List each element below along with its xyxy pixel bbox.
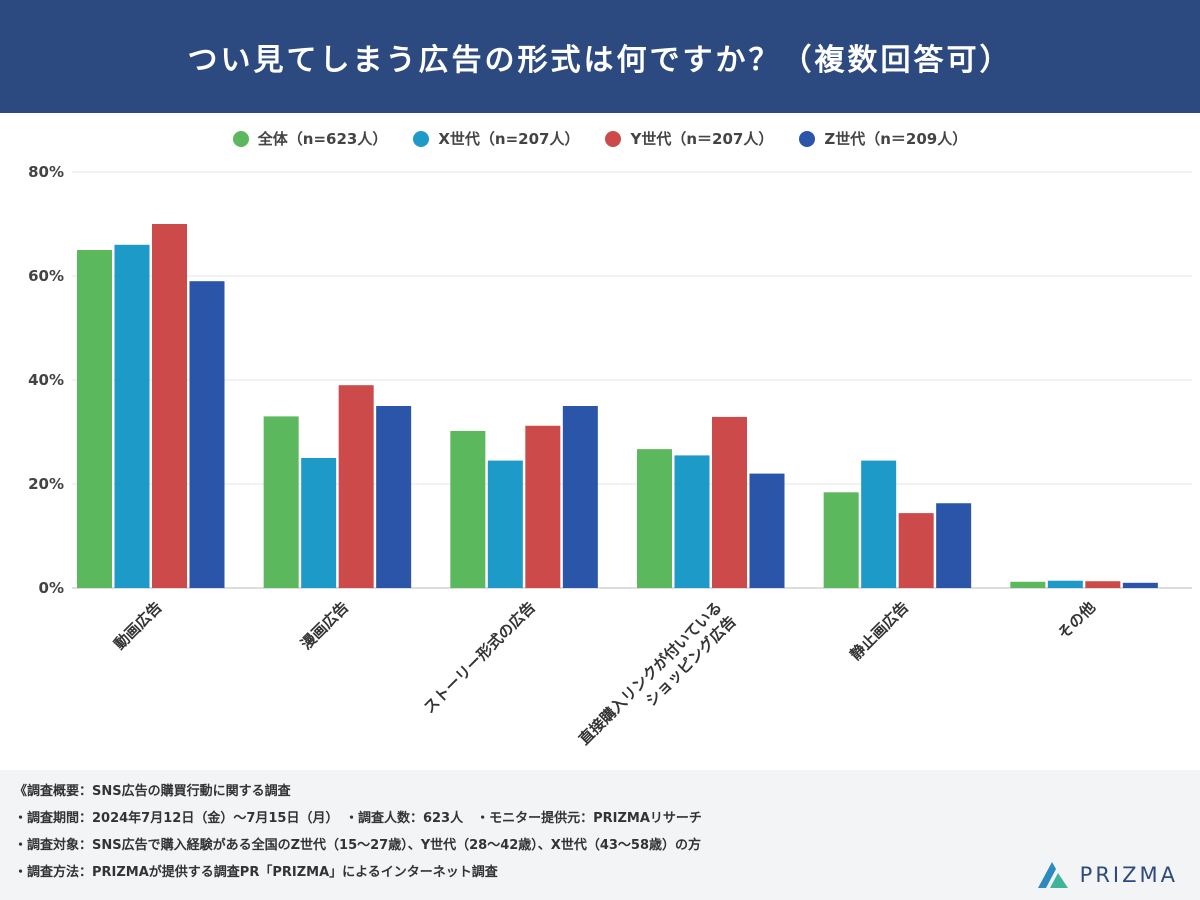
header-banner: つい見てしまう広告の形式は何ですか？（複数回答可） <box>0 0 1200 113</box>
bar <box>263 416 299 588</box>
brand-name: PRIZMA <box>1079 863 1178 887</box>
bar <box>936 503 972 588</box>
x-tick-label-line: その他 <box>1054 598 1099 643</box>
legend-item: Y世代（n＝207人） <box>605 128 773 149</box>
prizma-logo-icon <box>1037 862 1068 888</box>
survey-note-line: ・調査対象：SNS広告で購入経験がある全国のZ世代（15～27歳）、Y世代（28… <box>14 838 702 853</box>
legend-item: 全体（n=623人） <box>232 128 388 149</box>
chart-legend: 全体（n=623人） X世代（n=207人） Y世代（n＝207人） Z世代（n＝20… <box>0 128 1200 149</box>
legend-swatch <box>232 130 249 147</box>
y-tick-label: 40% <box>28 371 64 389</box>
legend-label: Z世代（n＝209人） <box>824 130 968 148</box>
bar <box>1122 582 1158 588</box>
x-tick-label-line: 動画広告 <box>110 598 165 653</box>
y-tick-label: 20% <box>28 475 64 493</box>
bar <box>338 385 374 588</box>
bar <box>898 513 934 588</box>
survey-note-line: ・調査期間：2024年7月12日（金）～7月15日（月） ・調査人数：623人 … <box>14 811 702 826</box>
x-tick-label-line: 静止画広告 <box>846 598 912 664</box>
chart-title: つい見てしまう広告の形式は何ですか？（複数回答可） <box>187 42 1013 78</box>
y-tick-label: 80% <box>28 163 64 181</box>
y-tick-label: 60% <box>28 267 64 285</box>
x-tick-label-line: 漫画広告 <box>297 598 352 653</box>
x-tick-label: 静止画広告 <box>846 598 912 664</box>
x-tick-label-line: 直接購入リンクが付いている <box>575 598 725 748</box>
bar <box>487 460 523 588</box>
bar <box>1047 580 1083 588</box>
bar-chart: 0% 20% 40% 60% 80% 動画広告 漫画広告 ストーリー形式の広告 直接購入リンクが… <box>28 163 1192 762</box>
bar <box>152 224 187 588</box>
bar <box>114 244 150 589</box>
bar <box>525 425 561 588</box>
bar <box>562 406 598 588</box>
bar <box>77 250 112 588</box>
survey-note-line: ・調査方法：PRIZMAが提供する調査PR「PRIZMA」によるインターネット調… <box>14 865 498 880</box>
legend-label: Y世代（n＝207人） <box>630 130 774 148</box>
bar <box>861 460 897 588</box>
x-tick-label: その他 <box>1054 598 1099 643</box>
bar <box>450 430 486 588</box>
y-tick-label: 0% <box>39 579 64 597</box>
legend-swatch <box>605 130 622 147</box>
bar <box>749 473 785 588</box>
legend-label: 全体（n=623人） <box>257 130 388 148</box>
bar <box>301 458 337 588</box>
x-tick-label: 動画広告 <box>110 598 165 653</box>
survey-note-line: 《調査概要：SNS広告の購買行動に関する調査 <box>14 784 291 799</box>
bar <box>1085 581 1121 588</box>
brand-logo: PRIZMA <box>1036 860 1178 890</box>
bar <box>823 492 859 588</box>
survey-notes: 《調査概要：SNS広告の購買行動に関する調査 ・調査期間：2024年7月12日（… <box>14 778 702 886</box>
bar <box>1010 581 1046 588</box>
x-tick-label: ストーリー形式の広告 <box>420 598 539 717</box>
legend-item: Z世代（n＝209人） <box>799 128 967 149</box>
bar <box>637 449 672 588</box>
bar <box>376 406 412 588</box>
bar <box>674 455 710 588</box>
legend-item: X世代（n=207人） <box>413 128 579 149</box>
bar <box>712 416 747 588</box>
legend-swatch <box>799 130 816 147</box>
legend-swatch <box>413 130 430 147</box>
footer: 《調査概要：SNS広告の購買行動に関する調査 ・調査期間：2024年7月12日（… <box>0 770 1200 900</box>
x-tick-label: 漫画広告 <box>297 598 352 653</box>
x-tick-label-line: ストーリー形式の広告 <box>420 598 539 717</box>
legend-label: X世代（n=207人） <box>438 130 580 148</box>
x-tick-label: 直接購入リンクが付いているショッピング広告 <box>575 598 739 762</box>
bar <box>189 281 225 588</box>
